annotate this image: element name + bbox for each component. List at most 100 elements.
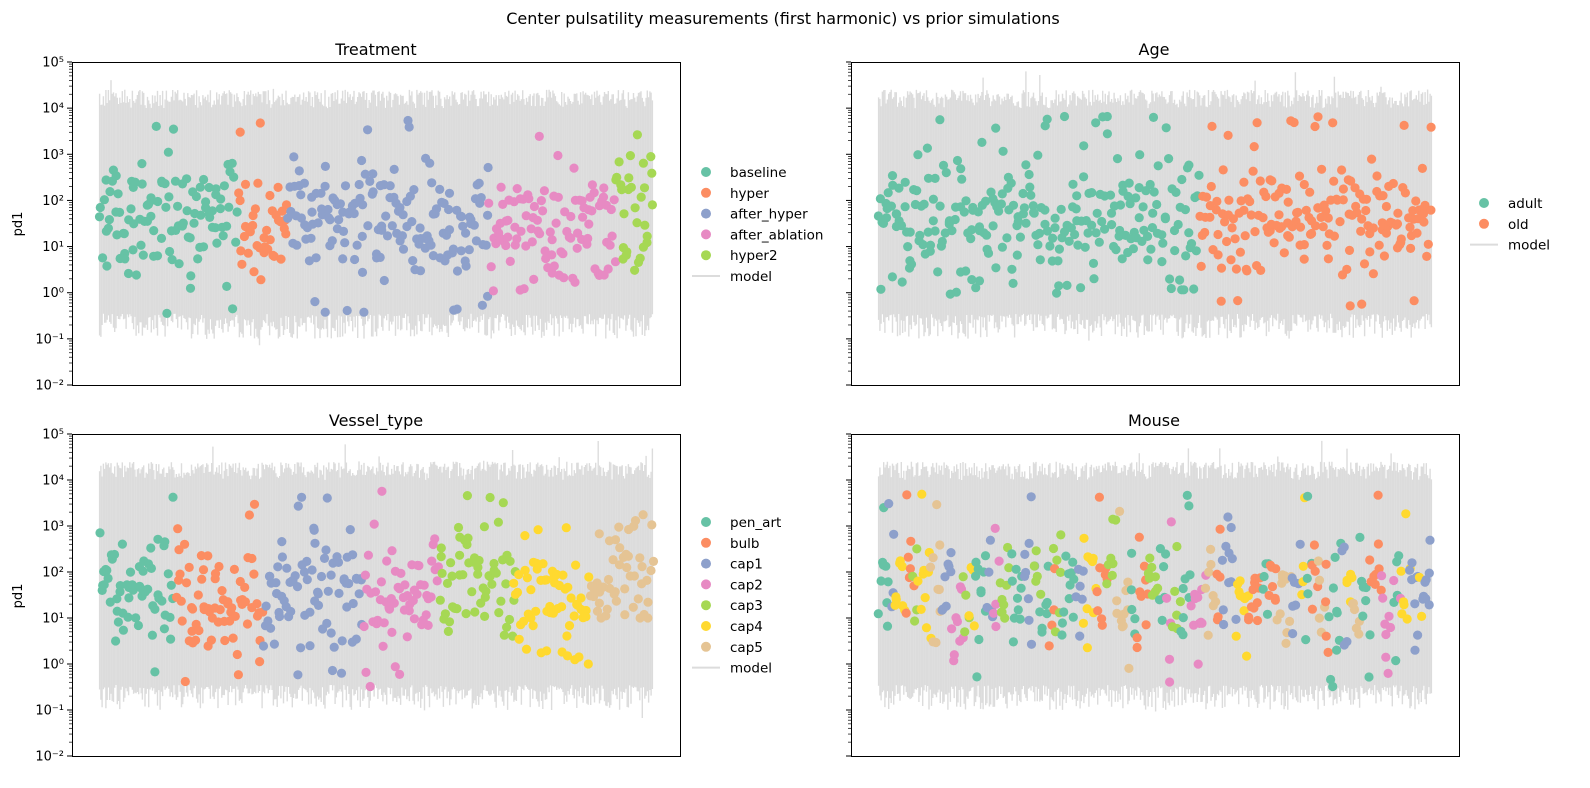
scatter-point bbox=[1288, 629, 1298, 639]
scatter-point bbox=[1328, 681, 1338, 692]
scatter-point bbox=[1018, 188, 1028, 199]
scatter-point bbox=[991, 263, 1001, 273]
scatter-point bbox=[409, 185, 419, 195]
scatter-point bbox=[1042, 609, 1052, 619]
scatter-point bbox=[1243, 591, 1253, 601]
scatter-point bbox=[217, 586, 227, 596]
scatter-point bbox=[1123, 191, 1133, 201]
scatter-point bbox=[1193, 659, 1203, 669]
scatter-point bbox=[994, 556, 1004, 566]
scatter-point bbox=[610, 587, 620, 597]
scatter-point bbox=[1197, 618, 1207, 628]
scatter-point bbox=[647, 520, 657, 530]
scatter-point bbox=[982, 230, 992, 240]
scatter-point bbox=[153, 196, 163, 207]
scatter-point bbox=[173, 524, 183, 534]
scatter-point bbox=[903, 552, 913, 562]
scatter-point bbox=[1224, 195, 1234, 205]
legend-label: adult bbox=[1508, 196, 1542, 212]
scatter-point bbox=[633, 594, 643, 604]
scatter-point bbox=[342, 305, 352, 316]
scatter-point bbox=[1218, 605, 1228, 615]
scatter-point bbox=[360, 570, 370, 580]
scatter-point bbox=[175, 569, 185, 579]
scatter-point bbox=[607, 231, 617, 241]
scatter-point bbox=[389, 164, 399, 174]
scatter-point bbox=[1361, 205, 1371, 216]
scatter-point bbox=[876, 576, 886, 586]
scatter-point bbox=[294, 166, 304, 176]
scatter-point bbox=[326, 628, 336, 638]
scatter-point bbox=[124, 593, 134, 603]
scatter-point bbox=[467, 587, 477, 597]
scatter-point bbox=[486, 262, 496, 272]
scatter-point bbox=[1230, 234, 1240, 244]
scatter-point bbox=[357, 155, 367, 166]
scatter-point bbox=[360, 169, 370, 179]
scatter-point bbox=[117, 539, 127, 549]
scatter-point bbox=[1013, 216, 1023, 227]
scatter-point bbox=[1148, 208, 1158, 218]
scatter-point bbox=[487, 579, 497, 589]
scatter-point bbox=[1393, 208, 1403, 218]
scatter-point bbox=[603, 574, 614, 585]
scatter-point bbox=[1088, 553, 1098, 564]
scatter-point bbox=[998, 146, 1008, 156]
scatter-point bbox=[138, 566, 148, 576]
scatter-point bbox=[1373, 539, 1383, 549]
scatter-point bbox=[952, 155, 963, 166]
scatter-point bbox=[1115, 506, 1125, 516]
scatter-point bbox=[581, 612, 591, 622]
scatter-point bbox=[1184, 160, 1194, 170]
scatter-point bbox=[219, 181, 229, 191]
scatter-point bbox=[563, 582, 573, 592]
scatter-point bbox=[527, 237, 537, 247]
scatter-point bbox=[103, 223, 113, 233]
scatter-point bbox=[191, 635, 201, 645]
scatter-point bbox=[310, 538, 320, 548]
scatter-point bbox=[932, 500, 942, 510]
scatter-point bbox=[1006, 178, 1016, 188]
scatter-point bbox=[324, 213, 334, 223]
scatter-point bbox=[1201, 192, 1212, 202]
scatter-point bbox=[297, 492, 307, 502]
scatter-point bbox=[123, 612, 133, 622]
scatter-point bbox=[111, 171, 121, 181]
legend-marker bbox=[701, 600, 711, 611]
scatter-point bbox=[1233, 296, 1243, 306]
scatter-point bbox=[1255, 176, 1265, 186]
scatter-point bbox=[1385, 622, 1396, 633]
scatter-point bbox=[336, 668, 347, 678]
scatter-point bbox=[178, 218, 188, 228]
scatter-point bbox=[173, 201, 183, 211]
scatter-point bbox=[557, 602, 567, 612]
panel-age: Age adult old model bbox=[846, 40, 1550, 386]
scatter-point bbox=[1125, 199, 1135, 209]
scatter-point bbox=[1405, 565, 1415, 575]
legend-label: cap1 bbox=[730, 557, 763, 573]
scatter-point bbox=[1172, 541, 1182, 552]
scatter-point bbox=[1424, 600, 1434, 610]
scatter-point bbox=[1368, 223, 1378, 233]
scatter-point bbox=[919, 199, 929, 209]
scatter-point bbox=[436, 552, 446, 562]
scatter-point bbox=[181, 578, 192, 588]
scatter-point bbox=[937, 236, 947, 247]
scatter-point bbox=[222, 221, 232, 231]
scatter-point bbox=[415, 223, 425, 233]
scatter-point bbox=[138, 250, 148, 260]
scatter-point bbox=[1384, 611, 1394, 621]
scatter-point bbox=[1228, 214, 1238, 224]
scatter-point bbox=[1032, 571, 1042, 582]
scatter-point bbox=[584, 572, 594, 582]
scatter-point bbox=[1227, 554, 1237, 564]
scatter-point bbox=[400, 580, 410, 590]
y-tick-label: 10¹ bbox=[42, 612, 64, 627]
scatter-point bbox=[305, 607, 315, 617]
scatter-point bbox=[444, 204, 454, 215]
scatter-point bbox=[322, 493, 332, 503]
scatter-point bbox=[354, 179, 364, 190]
scatter-point bbox=[247, 553, 257, 564]
scatter-point bbox=[193, 590, 203, 600]
scatter-point bbox=[365, 681, 375, 692]
